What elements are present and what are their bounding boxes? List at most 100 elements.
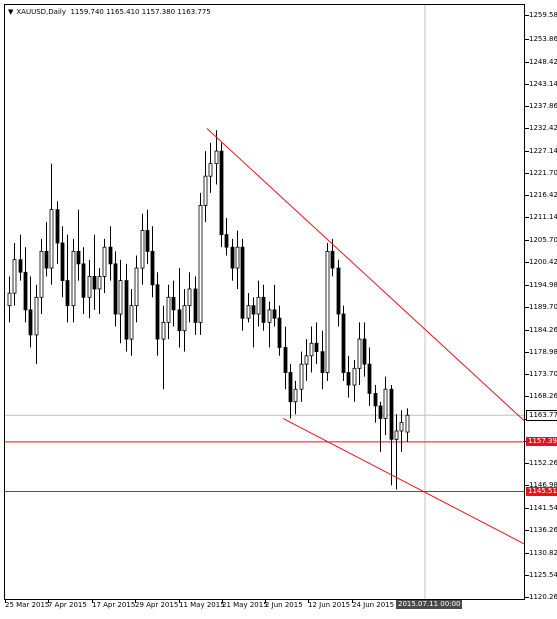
- price-tick-mark: [525, 15, 529, 16]
- candle-body: [28, 309, 33, 336]
- candle-body: [261, 296, 266, 323]
- price-tick-label: 1205.700: [529, 236, 557, 245]
- candle-body: [124, 280, 129, 340]
- candle-body: [87, 276, 92, 298]
- price-tick-mark: [525, 307, 529, 308]
- candle-body: [71, 250, 76, 307]
- candle-body: [230, 246, 235, 269]
- candle-body: [219, 150, 224, 236]
- candle-body: [187, 288, 192, 307]
- candle-body: [277, 317, 282, 348]
- candle-body: [129, 305, 134, 340]
- candle-body: [341, 313, 346, 373]
- price-tick-label: 1168.260: [529, 392, 557, 401]
- date-tick-mark: [265, 600, 266, 603]
- price-tick-label: 1232.420: [529, 124, 557, 133]
- date-tick-mark: [135, 600, 136, 603]
- price-tick-mark: [525, 195, 529, 196]
- price-tick-mark: [525, 352, 529, 353]
- candle-body: [134, 267, 139, 307]
- price-tick-label: 1173.700: [529, 369, 557, 378]
- level-price-label: 1157.391: [526, 436, 557, 446]
- chart-header: ▼ XAUUSD,Daily 1159.740 1165.410 1157.380…: [8, 8, 211, 16]
- candle-body: [394, 430, 399, 440]
- price-tick-label: 1248.420: [529, 57, 557, 66]
- price-tick-label: 1243.140: [529, 79, 557, 88]
- date-tick-mark: [92, 600, 93, 603]
- candle-body: [171, 296, 176, 311]
- candle-body: [299, 363, 304, 390]
- candle-body: [150, 250, 155, 286]
- candle-body: [177, 309, 182, 332]
- symbol-label: XAUUSD,Daily: [16, 8, 66, 16]
- candle-body: [309, 342, 314, 357]
- date-tick-mark: [48, 600, 49, 603]
- candle-body: [23, 271, 28, 311]
- trendline-lower: [282, 418, 524, 545]
- candle-body: [166, 296, 171, 323]
- date-tick-label: 29 Apr 2015: [135, 601, 179, 609]
- candle-body: [60, 242, 65, 282]
- candle-body: [383, 388, 388, 419]
- price-chart: [5, 5, 524, 599]
- price-tick-label: 1125.540: [529, 570, 557, 579]
- date-tick-label: 11 May 2015: [179, 601, 225, 609]
- price-tick-label: 1237.860: [529, 101, 557, 110]
- price-tick-label: 1136.260: [529, 526, 557, 535]
- price-tick-label: 1259.580: [529, 11, 557, 19]
- price-tick-label: 1152.260: [529, 459, 557, 468]
- candle-body: [399, 422, 404, 432]
- candle-body: [92, 276, 97, 290]
- price-tick-mark: [525, 330, 529, 331]
- date-tick-label: 7 Apr 2015: [48, 601, 87, 609]
- price-tick-mark: [525, 530, 529, 531]
- price-tick-mark: [525, 463, 529, 464]
- price-tick-mark: [525, 553, 529, 554]
- candle-body: [140, 230, 145, 269]
- candle-body: [336, 267, 341, 315]
- price-tick-mark: [525, 396, 529, 397]
- candle-body: [118, 280, 123, 315]
- ohlc-readout: 1159.740 1165.410 1157.380 1163.775: [70, 8, 211, 16]
- price-tick-mark: [525, 173, 529, 174]
- price-tick-label: 1146.980: [529, 481, 557, 490]
- candle-body: [76, 250, 81, 265]
- date-tick-mark: [5, 600, 6, 603]
- price-tick-mark: [525, 106, 529, 107]
- candle-body: [293, 388, 298, 403]
- price-tick-label: 1253.860: [529, 34, 557, 43]
- price-tick-mark: [525, 575, 529, 576]
- candle-body: [378, 405, 383, 419]
- candle-body: [246, 305, 251, 319]
- price-tick-label: 1221.700: [529, 169, 557, 178]
- date-tick-label: 12 Jun 2015: [308, 601, 351, 609]
- current-price-label: 1163.775: [526, 410, 557, 422]
- price-tick-mark: [525, 597, 529, 598]
- candle-body: [267, 309, 272, 323]
- collapse-triangle-icon[interactable]: ▼: [8, 8, 14, 16]
- date-tick-label: 21 May 2015: [222, 601, 268, 609]
- candle-body: [7, 292, 12, 307]
- price-tick-mark: [525, 39, 529, 40]
- price-tick-label: 1120.260: [529, 593, 557, 601]
- candle-body: [304, 355, 309, 365]
- chart-area[interactable]: ▼ XAUUSD,Daily 1159.740 1165.410 1157.380…: [4, 4, 525, 600]
- price-tick-label: 1194.980: [529, 280, 557, 289]
- price-tick-label: 1227.140: [529, 146, 557, 155]
- price-tick-label: 1189.700: [529, 302, 557, 311]
- price-tick-label: 1216.420: [529, 191, 557, 200]
- candle-body: [198, 205, 203, 323]
- price-tick-label: 1178.980: [529, 347, 557, 356]
- candle-body: [34, 296, 39, 336]
- trendline-upper: [206, 128, 524, 421]
- candle-body: [44, 250, 49, 269]
- candle-body: [251, 305, 256, 315]
- candle-body: [55, 209, 60, 244]
- candle-body: [203, 175, 208, 206]
- price-tick-mark: [525, 240, 529, 241]
- candle-body: [240, 246, 245, 319]
- candle-body: [81, 263, 86, 298]
- candle-body: [320, 351, 325, 373]
- price-tick-mark: [525, 262, 529, 263]
- candle-body: [235, 246, 240, 269]
